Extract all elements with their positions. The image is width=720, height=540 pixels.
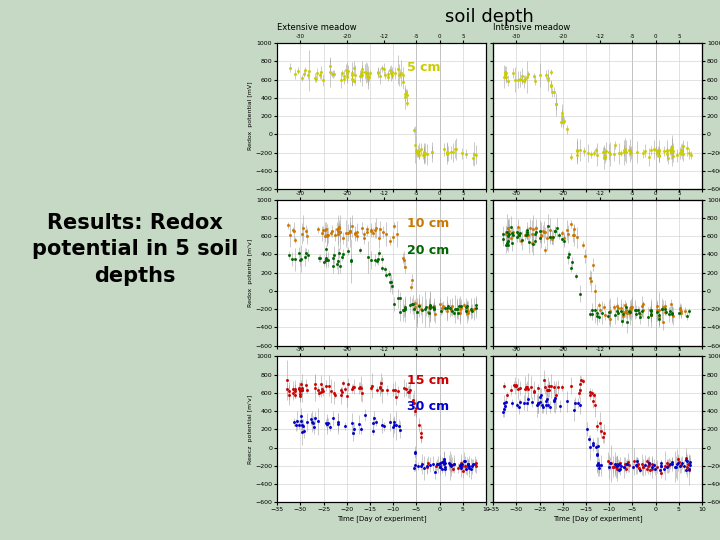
Y-axis label: Redox  potentia [m'v]: Redox potentia [m'v] (248, 239, 253, 307)
X-axis label: Time [Day of experiment]: Time [Day of experiment] (553, 515, 642, 522)
Text: Intensive meadow: Intensive meadow (493, 23, 570, 32)
Y-axis label: Reecz  potential [m'v]: Reecz potential [m'v] (248, 395, 253, 464)
Text: 20 cm: 20 cm (407, 244, 449, 256)
Y-axis label: Redox  potential [mV]: Redox potential [mV] (248, 82, 253, 151)
Text: soil depth: soil depth (445, 8, 534, 26)
Text: Extensive meadow: Extensive meadow (277, 23, 357, 32)
Text: 5 cm: 5 cm (407, 60, 440, 73)
Text: Results: Redox
potential in 5 soil
depths: Results: Redox potential in 5 soil depth… (32, 213, 238, 286)
X-axis label: Time [Day of experiment]: Time [Day of experiment] (337, 515, 426, 522)
Text: 30 cm: 30 cm (407, 400, 449, 413)
Text: 10 cm: 10 cm (407, 217, 449, 230)
Text: 15 cm: 15 cm (407, 374, 449, 387)
